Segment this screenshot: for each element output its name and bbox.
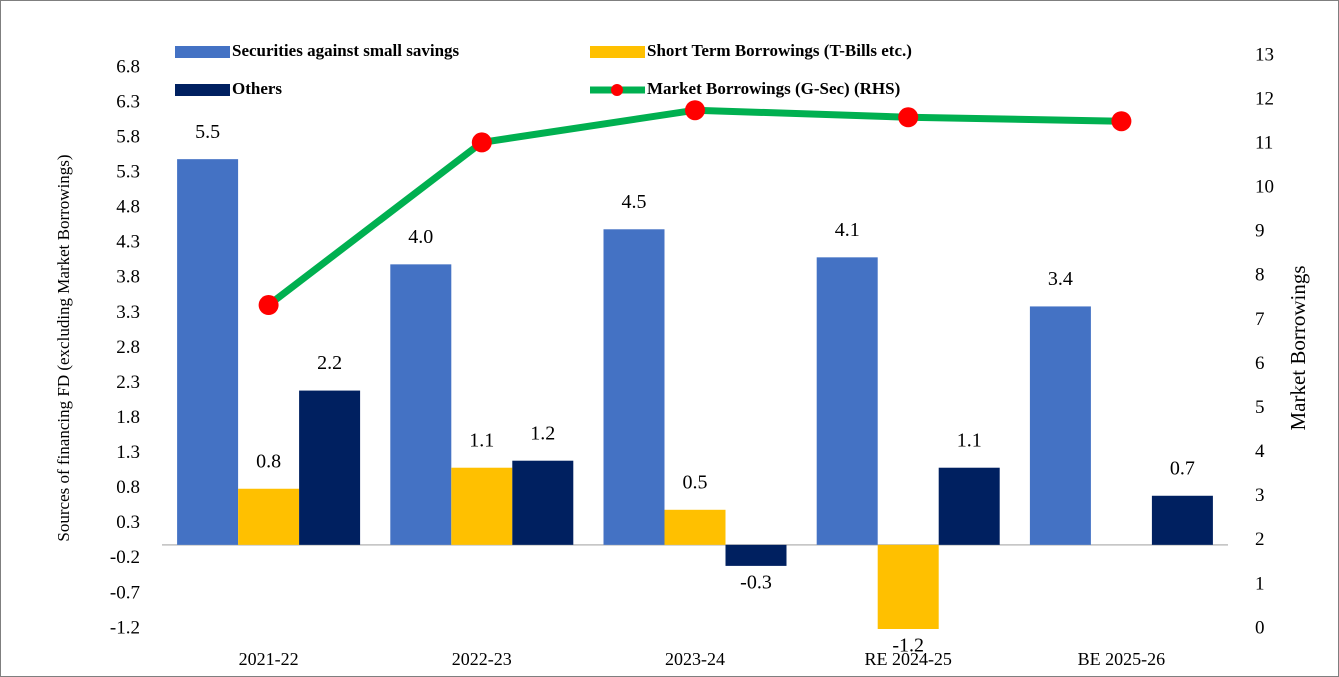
- line-marker: [1111, 111, 1132, 132]
- y2-tick-label: 9: [1255, 221, 1265, 242]
- legend-label: Securities against small savings: [232, 41, 460, 60]
- bar: [1151, 495, 1213, 545]
- x-tick-label: BE 2025-26: [1078, 649, 1166, 669]
- y-tick-label: 0.8: [116, 477, 140, 498]
- data-label: 0.5: [683, 471, 708, 493]
- y2-axis-title: Market Borrowings: [1286, 265, 1310, 430]
- bar: [938, 467, 1000, 545]
- y-tick-label: 3.3: [116, 302, 140, 323]
- y2-tick-label: 5: [1255, 397, 1265, 418]
- legend-label: Short Term Borrowings (T-Bills etc.): [647, 41, 912, 60]
- bar: [299, 390, 361, 545]
- bar: [390, 264, 452, 545]
- y-tick-label: -0.7: [110, 582, 140, 603]
- line-marker: [898, 107, 919, 128]
- bar: [238, 488, 300, 545]
- y-tick-label: 2.3: [116, 372, 140, 393]
- line-marker: [471, 132, 492, 153]
- y2-tick-label: 3: [1255, 485, 1265, 506]
- data-label: 4.1: [835, 219, 860, 241]
- bar: [603, 229, 665, 545]
- y-tick-label: -1.2: [110, 617, 140, 638]
- y2-tick-label: 0: [1255, 617, 1265, 638]
- bar: [1029, 306, 1091, 545]
- y2-tick-label: 10: [1255, 177, 1274, 198]
- y-tick-label: 5.3: [116, 162, 140, 183]
- y2-tick-label: 7: [1255, 309, 1265, 330]
- y2-tick-label: 13: [1255, 44, 1274, 65]
- data-label: 4.5: [622, 191, 647, 213]
- data-label: 0.8: [256, 450, 281, 472]
- y-tick-label: 5.8: [116, 126, 140, 147]
- data-label: -1.2: [892, 635, 924, 657]
- data-label: 1.2: [530, 422, 555, 444]
- bar: [877, 544, 939, 629]
- legend-marker: [611, 84, 623, 96]
- data-label: 5.5: [195, 121, 220, 143]
- y2-tick-label: 11: [1255, 133, 1273, 154]
- bar: [664, 509, 726, 545]
- y2-tick-label: 1: [1255, 573, 1265, 594]
- x-tick-label: 2022-23: [452, 649, 512, 669]
- y-tick-label: 0.3: [116, 512, 140, 533]
- legend-label: Market Borrowings (G-Sec) (RHS): [647, 79, 900, 98]
- x-tick-label: RE 2024-25: [864, 649, 952, 669]
- legend-swatch: [590, 46, 645, 58]
- y-tick-label: 2.8: [116, 337, 140, 358]
- y-tick-label: 6.8: [116, 56, 140, 77]
- line-marker: [258, 295, 279, 316]
- y2-tick-label: 2: [1255, 529, 1265, 550]
- line-marker: [685, 100, 705, 121]
- data-label: 4.0: [408, 226, 433, 248]
- bar: [816, 257, 878, 545]
- y-tick-label: -0.2: [110, 547, 140, 568]
- legend-label: Others: [232, 79, 282, 98]
- data-label: 0.7: [1170, 457, 1195, 479]
- legend-swatch: [175, 84, 230, 96]
- y-tick-label: 6.3: [116, 91, 140, 112]
- data-label: -0.3: [740, 571, 772, 593]
- y-tick-label: 1.3: [116, 442, 140, 463]
- x-tick-label: 2023-24: [665, 649, 725, 669]
- y-tick-label: 4.3: [116, 232, 140, 253]
- y-tick-label: 4.8: [116, 197, 140, 218]
- bar: [512, 460, 574, 545]
- y2-tick-label: 8: [1255, 265, 1265, 286]
- data-label: 1.1: [957, 429, 982, 451]
- data-label: 1.1: [469, 429, 494, 451]
- y2-tick-label: 12: [1255, 88, 1274, 109]
- data-label: 2.2: [317, 352, 342, 374]
- y2-tick-label: 4: [1255, 441, 1265, 462]
- y-tick-label: 1.8: [116, 407, 140, 428]
- x-tick-label: 2021-22: [239, 649, 299, 669]
- y-tick-label: 3.8: [116, 267, 140, 288]
- y-axis-title: Sources of financing FD (excluding Marke…: [54, 154, 73, 541]
- data-label: 3.4: [1048, 268, 1073, 290]
- bar: [725, 544, 787, 566]
- bar: [177, 159, 239, 545]
- legend-swatch: [175, 46, 230, 58]
- y2-tick-label: 6: [1255, 353, 1265, 374]
- bar: [451, 467, 513, 545]
